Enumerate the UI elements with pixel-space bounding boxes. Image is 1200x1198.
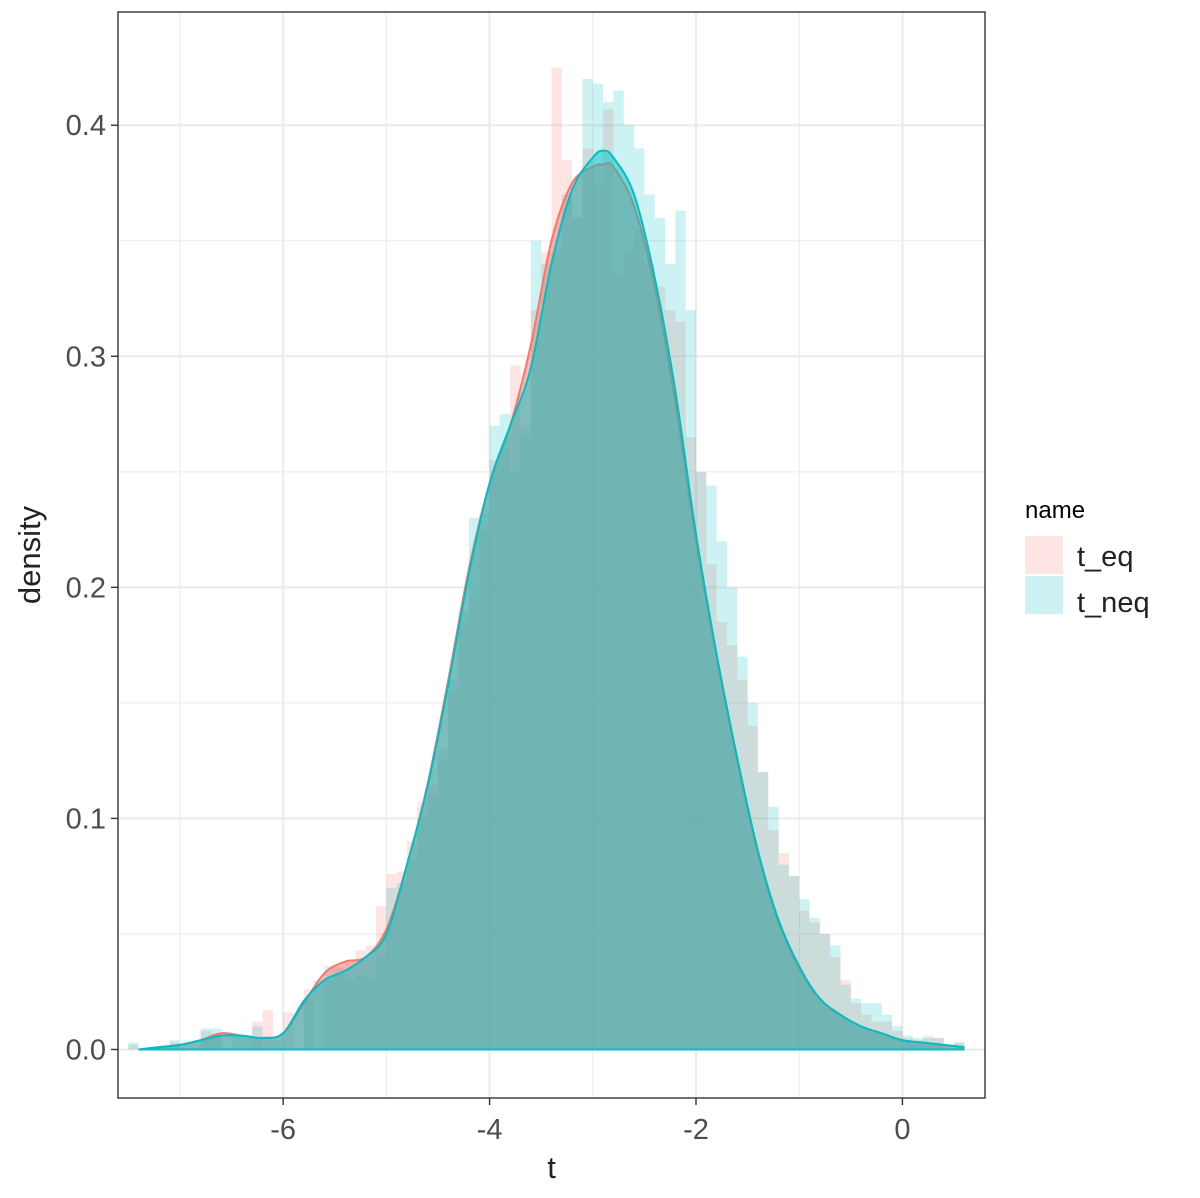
x-axis-ticks: -6 -4 -2 0 (270, 1098, 910, 1146)
histogram-bar-t-neq (819, 933, 831, 1050)
y-axis-ticks: 0.0 0.1 0.2 0.3 0.4 (66, 110, 118, 1066)
histogram-bar-t-eq (809, 922, 820, 1050)
legend-entry-t-eq: t_eq (1025, 536, 1133, 574)
x-tick-label-m4: -4 (477, 1114, 503, 1146)
x-axis-title: t (547, 1150, 556, 1185)
x-tick-label-0: 0 (894, 1114, 910, 1146)
histogram-bar-t-neq (871, 1003, 882, 1050)
y-tick-label-0: 0.0 (66, 1034, 106, 1066)
density-area-t-neq (138, 150, 965, 1050)
histogram-bar-t-eq (252, 1021, 263, 1050)
histogram-bar-t-eq (819, 933, 831, 1050)
y-tick-label-0p1: 0.1 (66, 803, 106, 835)
legend-label-t-eq: t_eq (1077, 541, 1133, 573)
legend-entry-t-neq: t_neq (1025, 576, 1150, 619)
histogram-bar-t-eq (840, 980, 851, 1050)
histogram-bar-t-eq (128, 1044, 139, 1050)
histogram-bar-t-neq (128, 1042, 139, 1050)
y-tick-label-0p3: 0.3 (66, 341, 106, 373)
y-tick-label-0p4: 0.4 (66, 110, 106, 142)
legend-key-t-eq (1025, 536, 1063, 574)
plot-border (117, 11, 986, 1099)
histogram-bar-t-eq (830, 957, 841, 1050)
density-curves (138, 149, 965, 1051)
histogram-bar-t-eq (262, 1010, 273, 1050)
legend-key-t-neq (1025, 576, 1063, 614)
histogram-bar-t-neq (881, 1014, 893, 1050)
legend: name t_eq t_neq (1025, 497, 1150, 619)
histogram-bar-t-neq (809, 917, 820, 1050)
y-tick-label-0p2: 0.2 (66, 572, 106, 604)
density-line-t-neq (138, 149, 965, 1051)
legend-title: name (1025, 497, 1085, 524)
x-tick-label-m2: -2 (683, 1114, 709, 1146)
y-axis-title: density (12, 505, 47, 604)
legend-label-t-neq: t_neq (1077, 587, 1150, 619)
x-tick-label-m6: -6 (270, 1114, 296, 1146)
histogram-bar-t-neq (861, 1003, 872, 1050)
histogram-bar-t-neq (830, 945, 841, 1050)
